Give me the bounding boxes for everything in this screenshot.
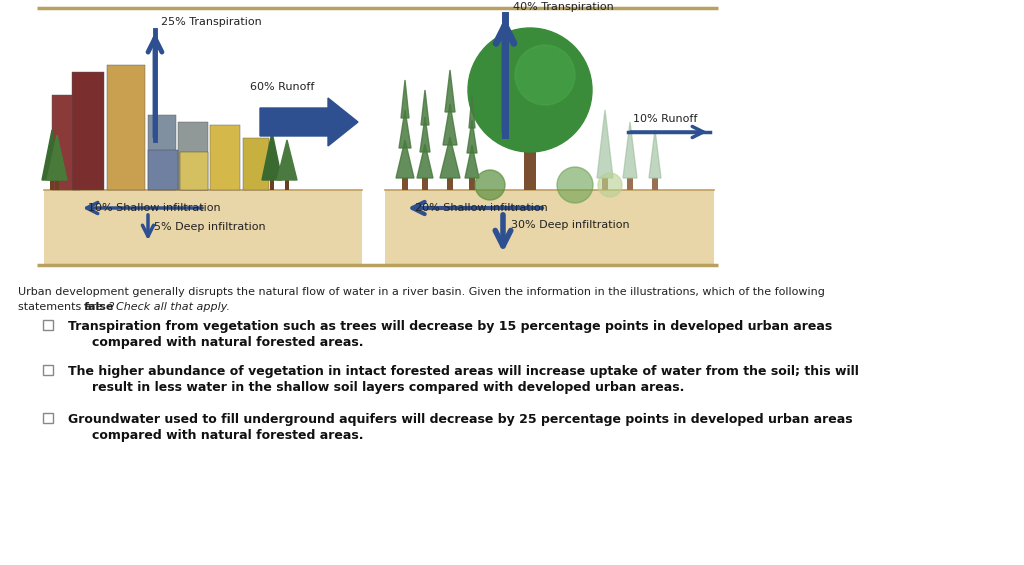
Text: 20% Shallow infiltration: 20% Shallow infiltration <box>415 203 548 213</box>
Text: ?: ? <box>109 302 118 312</box>
Bar <box>285 180 289 190</box>
Text: compared with natural forested areas.: compared with natural forested areas. <box>92 429 364 442</box>
Polygon shape <box>445 70 455 112</box>
Polygon shape <box>421 90 429 125</box>
Bar <box>43 413 53 423</box>
FancyArrow shape <box>260 98 358 146</box>
Bar <box>44 190 362 265</box>
Bar <box>270 180 274 190</box>
Text: 10% Shallow infiltration: 10% Shallow infiltration <box>88 203 220 213</box>
Text: 60% Runoff: 60% Runoff <box>250 82 314 92</box>
Polygon shape <box>467 120 477 153</box>
Bar <box>178 122 208 190</box>
Bar <box>50 180 54 190</box>
Text: result in less water in the shallow soil layers compared with developed urban ar: result in less water in the shallow soil… <box>92 381 684 394</box>
Polygon shape <box>47 135 67 180</box>
Polygon shape <box>465 145 479 178</box>
Text: 40% Transpiration: 40% Transpiration <box>513 2 613 12</box>
Text: Transpiration from vegetation such as trees will decrease by 15 percentage point: Transpiration from vegetation such as tr… <box>68 320 833 333</box>
Circle shape <box>515 45 575 105</box>
Polygon shape <box>420 117 430 152</box>
Text: 10% Runoff: 10% Runoff <box>633 114 697 124</box>
Text: The higher abundance of vegetation in intact forested areas will increase uptake: The higher abundance of vegetation in in… <box>68 365 859 378</box>
Bar <box>72 72 104 190</box>
Text: Groundwater used to fill underground aquifers will decrease by 25 percentage poi: Groundwater used to fill underground aqu… <box>68 413 853 426</box>
Polygon shape <box>623 122 637 178</box>
Bar <box>652 178 658 190</box>
Text: Check all that apply.: Check all that apply. <box>116 302 230 312</box>
Polygon shape <box>399 110 411 148</box>
Polygon shape <box>443 104 457 145</box>
Bar <box>469 178 475 190</box>
Circle shape <box>598 173 622 197</box>
Bar <box>148 150 178 190</box>
Polygon shape <box>401 80 409 118</box>
Bar <box>243 138 269 190</box>
Bar <box>422 178 428 190</box>
Bar <box>43 365 53 375</box>
Bar <box>55 180 59 190</box>
Bar <box>402 178 408 190</box>
Polygon shape <box>597 110 613 178</box>
Text: false: false <box>84 302 115 312</box>
Text: compared with natural forested areas.: compared with natural forested areas. <box>92 336 364 349</box>
Bar <box>385 190 714 265</box>
Bar <box>43 320 53 330</box>
Text: 25% Transpiration: 25% Transpiration <box>161 17 262 27</box>
Bar <box>52 95 80 190</box>
Bar <box>602 178 608 190</box>
Polygon shape <box>440 137 460 178</box>
Bar <box>148 115 176 190</box>
Text: 30% Deep infiltration: 30% Deep infiltration <box>511 220 630 230</box>
Polygon shape <box>42 130 62 180</box>
Bar <box>106 65 145 190</box>
Bar <box>210 125 240 190</box>
Circle shape <box>557 167 593 203</box>
Circle shape <box>475 170 505 200</box>
Bar <box>524 145 536 190</box>
Polygon shape <box>278 140 297 180</box>
Circle shape <box>468 28 592 152</box>
Text: statements are: statements are <box>18 302 106 312</box>
Polygon shape <box>396 140 414 178</box>
Polygon shape <box>262 132 282 180</box>
Bar <box>627 178 633 190</box>
Bar <box>180 152 208 190</box>
Polygon shape <box>469 95 475 128</box>
Bar <box>447 178 453 190</box>
Polygon shape <box>417 144 433 178</box>
Text: 5% Deep infiltration: 5% Deep infiltration <box>154 222 265 232</box>
Text: Urban development generally disrupts the natural flow of water in a river basin.: Urban development generally disrupts the… <box>18 287 825 297</box>
Polygon shape <box>649 130 662 178</box>
